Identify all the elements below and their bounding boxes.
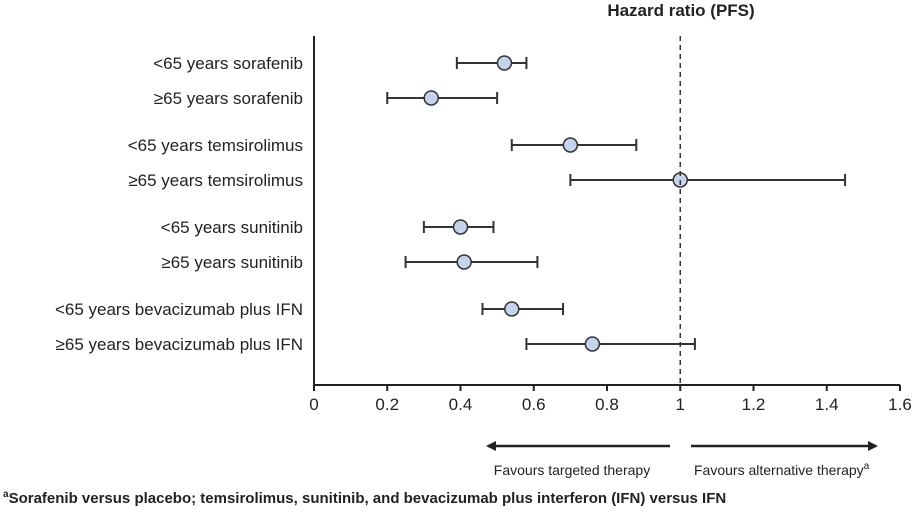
row-label: <65 years sunitinib <box>161 218 303 237</box>
hazard-ratio-point <box>423 90 439 106</box>
hazard-ratio-point <box>452 219 469 235</box>
x-tick-label: 1.4 <box>815 395 839 414</box>
rows-layer: <65 years sorafenib ≥65 years sorafenib <6… <box>55 54 847 354</box>
x-tick-label: 0.4 <box>449 395 473 414</box>
forest-row: <65 years temsirolimus <box>128 136 638 155</box>
footnote-superscript: a <box>3 489 9 500</box>
forest-row: ≥65 years sunitinib <box>161 253 539 272</box>
x-tick-label: 0.2 <box>375 395 399 414</box>
x-tick-label: 1.6 <box>888 395 912 414</box>
row-label: ≥65 years sunitinib <box>161 253 303 272</box>
row-label: <65 years temsirolimus <box>128 136 303 155</box>
forest-row: <65 years sorafenib <box>153 54 528 73</box>
row-label: ≥65 years bevacizumab plus IFN <box>56 335 303 354</box>
forest-row: <65 years sunitinib <box>161 218 495 237</box>
x-tick-label: 0.6 <box>522 395 546 414</box>
x-tick-label: 0.8 <box>595 395 619 414</box>
x-tick-label: 1 <box>676 395 685 414</box>
row-label: ≥65 years temsirolimus <box>128 171 303 190</box>
hazard-ratio-point <box>504 301 520 317</box>
x-axis: 0 0.2 0.4 0.6 0.8 1 1.2 1.4 1.6 <box>309 36 912 414</box>
row-label: <65 years bevacizumab plus IFN <box>55 300 303 319</box>
row-label: <65 years sorafenib <box>153 54 303 73</box>
favours-right-label: Favours alternative therapy <box>694 462 864 478</box>
forest-row: ≥65 years temsirolimus <box>128 171 847 190</box>
forest-row: ≥65 years sorafenib <box>154 89 499 108</box>
forest-row: <65 years bevacizumab plus IFN <box>55 300 565 319</box>
footnote-text: Sorafenib versus placebo; temsirolimus, … <box>9 490 727 507</box>
favours-left-label: Favours targeted therapy <box>494 462 650 478</box>
footnote: aSorafenib versus placebo; temsirolimus,… <box>3 489 726 507</box>
favours-right-superscript: a <box>864 461 870 472</box>
favours-right-label-group: Favours alternative therapya <box>694 461 870 478</box>
forest-row: ≥65 years bevacizumab plus IFN <box>56 335 696 354</box>
row-label: ≥65 years sorafenib <box>154 89 303 108</box>
favours-left: Favours targeted therapy <box>486 441 670 478</box>
x-tick-label: 0 <box>309 395 318 414</box>
hazard-ratio-point <box>496 55 513 71</box>
chart-title: Hazard ratio (PFS) <box>607 1 754 20</box>
hazard-ratio-point <box>584 336 601 352</box>
hazard-ratio-point <box>456 254 472 270</box>
x-tick-label: 1.2 <box>742 395 766 414</box>
favours-right: Favours alternative therapya <box>691 441 878 478</box>
hazard-ratio-point <box>562 137 579 153</box>
